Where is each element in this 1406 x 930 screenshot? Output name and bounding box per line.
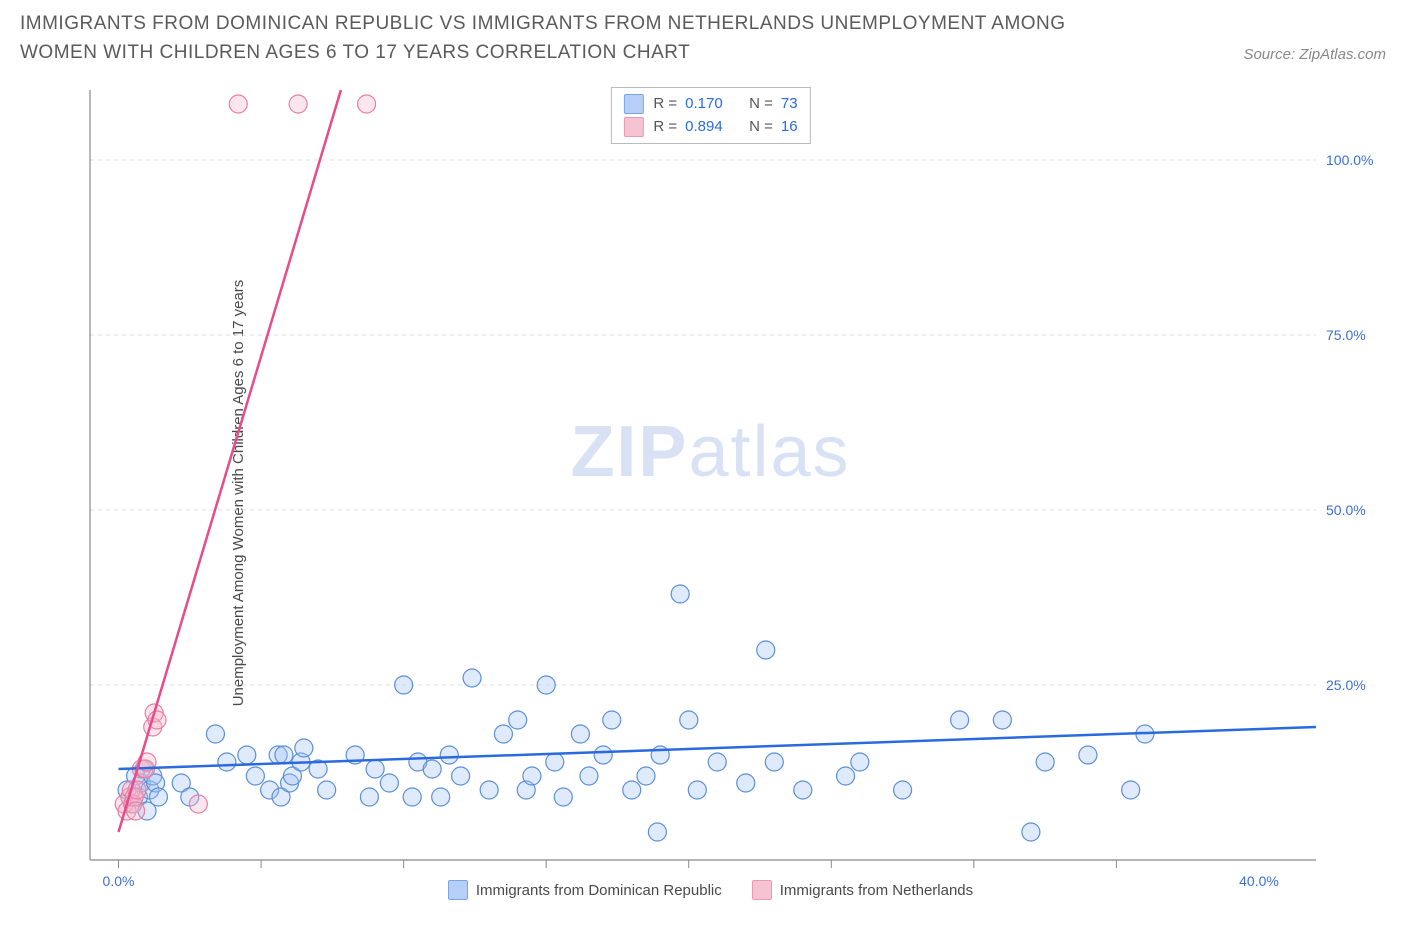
correlation-legend-box: R = 0.170 N = 73 R = 0.894 N = 16 xyxy=(610,87,810,144)
scatter-point-netherlands xyxy=(127,802,145,820)
scatter-point-dominican xyxy=(951,711,969,729)
scatter-point-dominican xyxy=(480,781,498,799)
scatter-point-netherlands xyxy=(358,95,376,113)
scatter-point-dominican xyxy=(523,767,541,785)
plot-container: Unemployment Among Women with Children A… xyxy=(35,85,1386,900)
scatter-point-dominican xyxy=(149,788,167,806)
scatter-point-dominican xyxy=(452,767,470,785)
legend-n-label: N = xyxy=(749,93,773,116)
source-attribution: Source: ZipAtlas.com xyxy=(1243,46,1386,67)
series-legend-label-dominican: Immigrants from Dominican Republic xyxy=(476,882,722,899)
scatter-point-dominican xyxy=(708,753,726,771)
scatter-point-dominican xyxy=(993,711,1011,729)
scatter-point-dominican xyxy=(794,781,812,799)
scatter-point-dominican xyxy=(671,585,689,603)
legend-r-value-netherlands: 0.894 xyxy=(685,116,735,139)
scatter-point-dominican xyxy=(580,767,598,785)
scatter-point-dominican xyxy=(238,746,256,764)
scatter-plot-svg: 25.0%50.0%75.0%100.0%0.0%40.0% xyxy=(75,85,1386,900)
legend-r-value-dominican: 0.170 xyxy=(685,93,735,116)
legend-row-netherlands: R = 0.894 N = 16 xyxy=(623,116,797,139)
scatter-point-dominican xyxy=(206,725,224,743)
legend-n-value-netherlands: 16 xyxy=(781,116,798,139)
scatter-point-netherlands xyxy=(289,95,307,113)
y-tick-label: 75.0% xyxy=(1326,327,1366,343)
scatter-point-dominican xyxy=(218,753,236,771)
scatter-point-dominican xyxy=(623,781,641,799)
series-legend-label-netherlands: Immigrants from Netherlands xyxy=(780,882,973,899)
scatter-point-dominican xyxy=(1122,781,1140,799)
legend-swatch-dominican xyxy=(623,94,643,114)
series-legend-item-dominican: Immigrants from Dominican Republic xyxy=(448,880,722,900)
scatter-point-dominican xyxy=(432,788,450,806)
trend-line-netherlands xyxy=(119,90,341,832)
scatter-point-dominican xyxy=(295,739,313,757)
legend-r-label: R = xyxy=(653,93,677,116)
scatter-point-dominican xyxy=(1022,823,1040,841)
scatter-point-netherlands xyxy=(229,95,247,113)
scatter-point-dominican xyxy=(360,788,378,806)
legend-r-label: R = xyxy=(653,116,677,139)
scatter-point-dominican xyxy=(318,781,336,799)
scatter-point-dominican xyxy=(403,788,421,806)
series-legend-swatch-netherlands xyxy=(752,880,772,900)
scatter-point-dominican xyxy=(1079,746,1097,764)
scatter-point-dominican xyxy=(275,746,293,764)
scatter-point-dominican xyxy=(837,767,855,785)
scatter-point-dominican xyxy=(537,676,555,694)
series-legend-swatch-dominican xyxy=(448,880,468,900)
scatter-point-dominican xyxy=(546,753,564,771)
scatter-point-dominican xyxy=(1036,753,1054,771)
header-row: IMMIGRANTS FROM DOMINICAN REPUBLIC VS IM… xyxy=(20,10,1386,67)
scatter-point-dominican xyxy=(680,711,698,729)
legend-row-dominican: R = 0.170 N = 73 xyxy=(623,93,797,116)
y-tick-label: 50.0% xyxy=(1326,502,1366,518)
legend-n-label: N = xyxy=(749,116,773,139)
legend-n-value-dominican: 73 xyxy=(781,93,798,116)
scatter-point-dominican xyxy=(894,781,912,799)
series-legend-item-netherlands: Immigrants from Netherlands xyxy=(752,880,973,900)
series-legend: Immigrants from Dominican Republic Immigr… xyxy=(35,880,1386,900)
scatter-point-dominican xyxy=(380,774,398,792)
chart-title: IMMIGRANTS FROM DOMINICAN REPUBLIC VS IM… xyxy=(20,10,1120,67)
scatter-point-dominican xyxy=(688,781,706,799)
legend-swatch-netherlands xyxy=(623,117,643,137)
scatter-point-dominican xyxy=(851,753,869,771)
scatter-point-dominican xyxy=(603,711,621,729)
scatter-point-dominican xyxy=(246,767,264,785)
scatter-point-dominican xyxy=(637,767,655,785)
scatter-point-dominican xyxy=(757,641,775,659)
scatter-point-dominican xyxy=(366,760,384,778)
scatter-point-netherlands xyxy=(189,795,207,813)
scatter-point-dominican xyxy=(509,711,527,729)
scatter-point-dominican xyxy=(554,788,572,806)
scatter-point-dominican xyxy=(737,774,755,792)
scatter-point-dominican xyxy=(494,725,512,743)
scatter-point-dominican xyxy=(765,753,783,771)
scatter-point-dominican xyxy=(440,746,458,764)
y-tick-label: 100.0% xyxy=(1326,152,1373,168)
scatter-point-dominican xyxy=(463,669,481,687)
scatter-point-dominican xyxy=(423,760,441,778)
scatter-point-dominican xyxy=(571,725,589,743)
scatter-point-dominican xyxy=(395,676,413,694)
y-tick-label: 25.0% xyxy=(1326,677,1366,693)
scatter-point-dominican xyxy=(648,823,666,841)
scatter-point-dominican xyxy=(594,746,612,764)
